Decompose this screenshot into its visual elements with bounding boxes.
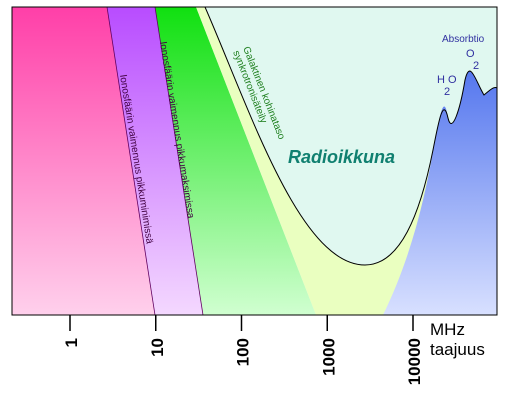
galactic-region (196, 7, 433, 315)
frame (11, 6, 498, 316)
tick-label: 10000 (405, 338, 424, 385)
tick-label: 1 (62, 338, 81, 347)
o2-subscript: 2 (473, 60, 479, 72)
tick-label: 1000 (319, 338, 338, 376)
axis-label: taajuus (430, 340, 485, 359)
purple-region (107, 7, 203, 315)
h2o-label: H O (437, 74, 457, 86)
h2o-subscript: 2 (444, 86, 450, 98)
window-curve (204, 6, 498, 266)
pink-region (12, 7, 155, 315)
tick-label: 10 (148, 338, 167, 357)
tick-label: 100 (234, 338, 253, 366)
o2-label: O (466, 48, 475, 60)
plot-area (11, 6, 498, 316)
axis-unit: MHz (430, 320, 465, 339)
boundary-line (106, 6, 156, 316)
green-region (155, 7, 316, 315)
window-label: Radioikkuna (288, 147, 395, 167)
boundary-line (154, 6, 204, 316)
absorption-title: Absorbtio (442, 34, 485, 45)
absorption-region (383, 71, 497, 316)
